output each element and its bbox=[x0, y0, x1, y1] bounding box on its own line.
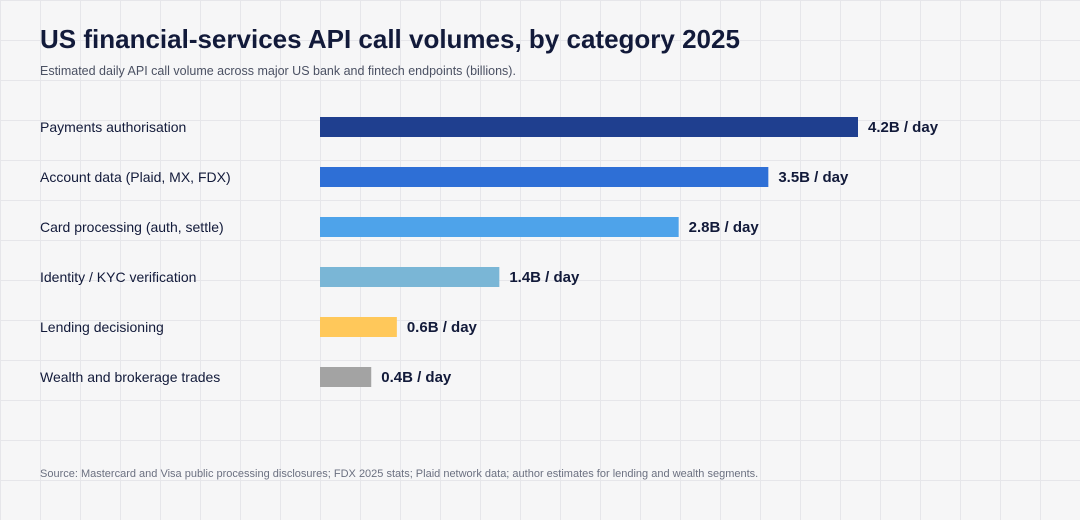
bar bbox=[320, 217, 679, 237]
category-label: Lending decisioning bbox=[40, 319, 164, 335]
bar bbox=[320, 267, 500, 287]
category-label: Card processing (auth, settle) bbox=[40, 219, 224, 235]
category-label: Payments authorisation bbox=[40, 119, 186, 135]
value-label: 3.5B / day bbox=[778, 169, 849, 186]
chart-subtitle: Estimated daily API call volume across m… bbox=[40, 64, 516, 78]
category-label: Account data (Plaid, MX, FDX) bbox=[40, 169, 231, 185]
category-label: Identity / KYC verification bbox=[40, 269, 196, 285]
bar bbox=[320, 367, 372, 387]
value-label: 2.8B / day bbox=[689, 219, 760, 236]
value-label: 0.4B / day bbox=[381, 369, 452, 386]
source-note: Source: Mastercard and Visa public proce… bbox=[40, 468, 759, 480]
bar bbox=[320, 167, 769, 187]
bar bbox=[320, 317, 397, 337]
category-label: Wealth and brokerage trades bbox=[40, 369, 220, 385]
value-label: 0.6B / day bbox=[407, 319, 478, 336]
bar bbox=[320, 117, 858, 137]
value-label: 1.4B / day bbox=[509, 269, 580, 286]
chart-title: US financial-services API call volumes, … bbox=[40, 24, 740, 54]
value-label: 4.2B / day bbox=[868, 119, 939, 136]
